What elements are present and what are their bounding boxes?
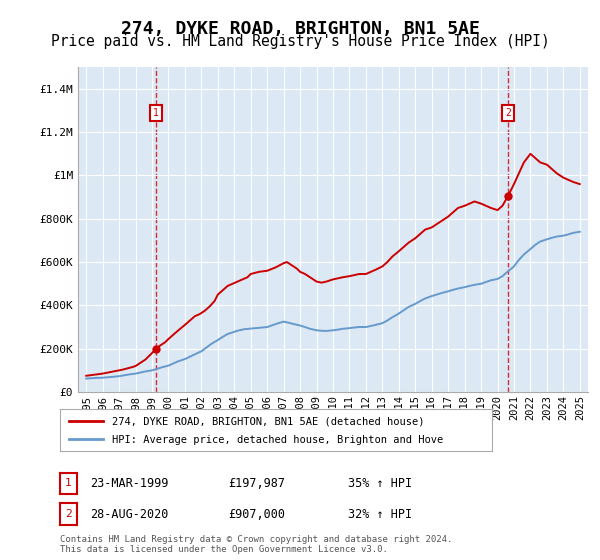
Text: 2: 2 bbox=[65, 509, 72, 519]
Text: 2: 2 bbox=[505, 108, 511, 118]
Text: 274, DYKE ROAD, BRIGHTON, BN1 5AE (detached house): 274, DYKE ROAD, BRIGHTON, BN1 5AE (detac… bbox=[112, 417, 424, 426]
Text: 1: 1 bbox=[153, 108, 158, 118]
Text: 35% ↑ HPI: 35% ↑ HPI bbox=[348, 477, 412, 490]
Text: 28-AUG-2020: 28-AUG-2020 bbox=[90, 507, 169, 521]
Text: 274, DYKE ROAD, BRIGHTON, BN1 5AE: 274, DYKE ROAD, BRIGHTON, BN1 5AE bbox=[121, 20, 479, 38]
Text: Contains HM Land Registry data © Crown copyright and database right 2024.
This d: Contains HM Land Registry data © Crown c… bbox=[60, 535, 452, 554]
Text: 23-MAR-1999: 23-MAR-1999 bbox=[90, 477, 169, 490]
Text: 1: 1 bbox=[65, 478, 72, 488]
Text: £197,987: £197,987 bbox=[228, 477, 285, 490]
Text: Price paid vs. HM Land Registry's House Price Index (HPI): Price paid vs. HM Land Registry's House … bbox=[50, 34, 550, 49]
Text: 32% ↑ HPI: 32% ↑ HPI bbox=[348, 507, 412, 521]
Text: HPI: Average price, detached house, Brighton and Hove: HPI: Average price, detached house, Brig… bbox=[112, 435, 443, 445]
Text: £907,000: £907,000 bbox=[228, 507, 285, 521]
